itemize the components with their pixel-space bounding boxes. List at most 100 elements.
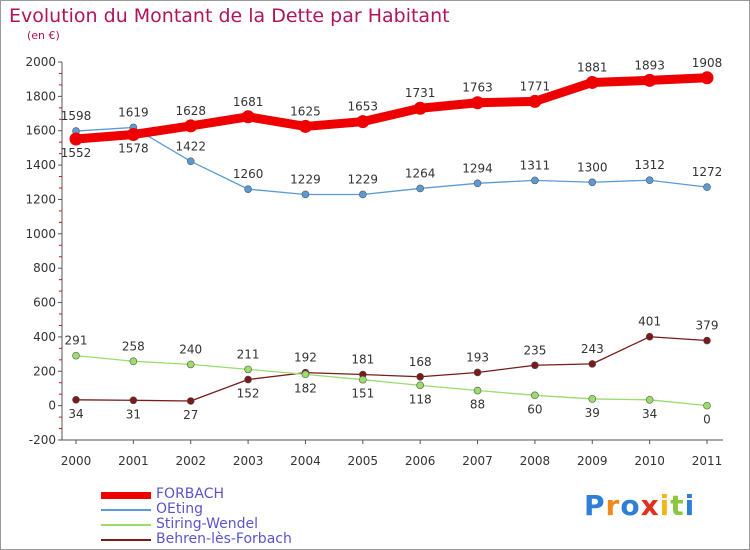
data-label: 34 [68,407,83,421]
proxiti-logo: Proxiti [584,489,695,522]
data-label: 1628 [175,104,206,118]
legend-swatch [101,509,151,511]
data-point [473,179,482,188]
x-tick-label: 2005 [348,454,379,468]
data-point [703,401,711,410]
data-label: 1311 [520,158,551,172]
data-label: 118 [409,392,432,406]
data-point [645,332,654,341]
data-label: 1598 [61,109,92,123]
data-label: 291 [65,334,88,348]
data-label: 1771 [520,79,551,93]
data-point [585,75,599,89]
y-tick-label: 1000 [25,227,56,241]
y-tick-label: 0 [48,399,56,413]
x-tick-label: 2000 [61,454,92,468]
series-line-1 [75,126,708,196]
chart-title: Evolution du Montant de la Dette par Hab… [9,5,450,27]
data-point [588,360,597,368]
data-label: 1260 [233,167,264,181]
logo-letter: t [670,489,685,522]
y-tick-label: 2000 [25,55,56,69]
series-line-3 [75,336,708,402]
data-point [298,119,312,133]
data-point [588,178,597,187]
legend-label: Behren-lès-Forbach [156,531,292,547]
chart-unit-label: (en €) [27,29,60,42]
x-tick-label: 2002 [175,454,206,468]
data-label: 1731 [405,86,436,100]
data-label: 152 [237,387,260,401]
legend-label: OEting [156,501,204,517]
data-point [645,395,654,404]
x-tick-label: 2009 [577,454,608,468]
data-point [359,190,367,199]
data-point [184,119,198,133]
data-label: 1312 [634,158,665,172]
logo-letter: o [620,489,641,522]
y-tick-label: 1400 [25,158,56,172]
data-label: 1619 [118,105,149,119]
data-label: 192 [294,351,317,365]
legend-label: FORBACH [156,486,225,502]
legend-swatch [101,491,151,499]
data-label: 34 [642,407,657,421]
data-point [473,386,482,395]
data-point [244,375,252,384]
data-label: 1264 [405,166,436,180]
logo-letter: i [684,489,696,522]
x-tick-label: 2004 [290,454,321,468]
logo-letter: P [584,489,606,522]
data-point [129,357,138,366]
legend-swatch [101,524,151,526]
data-point [72,395,80,404]
x-tick-label: 2011 [692,454,723,468]
y-tick-label: 1200 [25,192,56,206]
data-label: 211 [237,347,260,361]
data-label: 193 [466,350,489,364]
data-point [528,94,542,108]
y-tick-label: -200 [29,433,56,447]
series-line-2 [75,354,708,407]
data-point [531,391,539,400]
data-point [643,73,657,87]
y-tick-label: 800 [33,261,56,275]
data-point [72,351,80,360]
x-tick-label: 2008 [520,454,551,468]
data-label: 39 [585,406,600,420]
data-label: 181 [351,353,374,367]
data-point [471,96,485,110]
x-tick-label: 2010 [634,454,665,468]
legend-label: Stiring-Wendel [156,516,259,532]
data-point [186,397,195,405]
data-point [703,336,711,345]
data-point [126,128,140,142]
data-point [301,370,310,379]
data-label: 1578 [118,142,149,156]
data-label: 258 [122,339,145,353]
data-point [241,110,255,124]
data-label: 1229 [290,172,321,186]
data-point [645,176,654,185]
data-label: 240 [179,342,202,356]
data-point [356,115,370,129]
y-tick-label: 600 [33,296,56,310]
data-label: 243 [581,342,604,356]
data-label: 168 [409,355,432,369]
data-point [416,381,424,390]
data-point [186,360,195,369]
data-point [301,190,310,199]
data-point [244,185,252,193]
data-label: 88 [470,398,485,412]
data-label: 1893 [634,58,665,72]
data-label: 1272 [692,165,723,179]
x-tick-label: 2006 [405,454,436,468]
data-point [186,157,195,166]
logo-letter: x [640,489,660,522]
data-label: 1552 [61,146,92,160]
data-label: 182 [294,381,317,395]
data-label: 379 [696,319,719,333]
data-label: 27 [183,408,198,422]
